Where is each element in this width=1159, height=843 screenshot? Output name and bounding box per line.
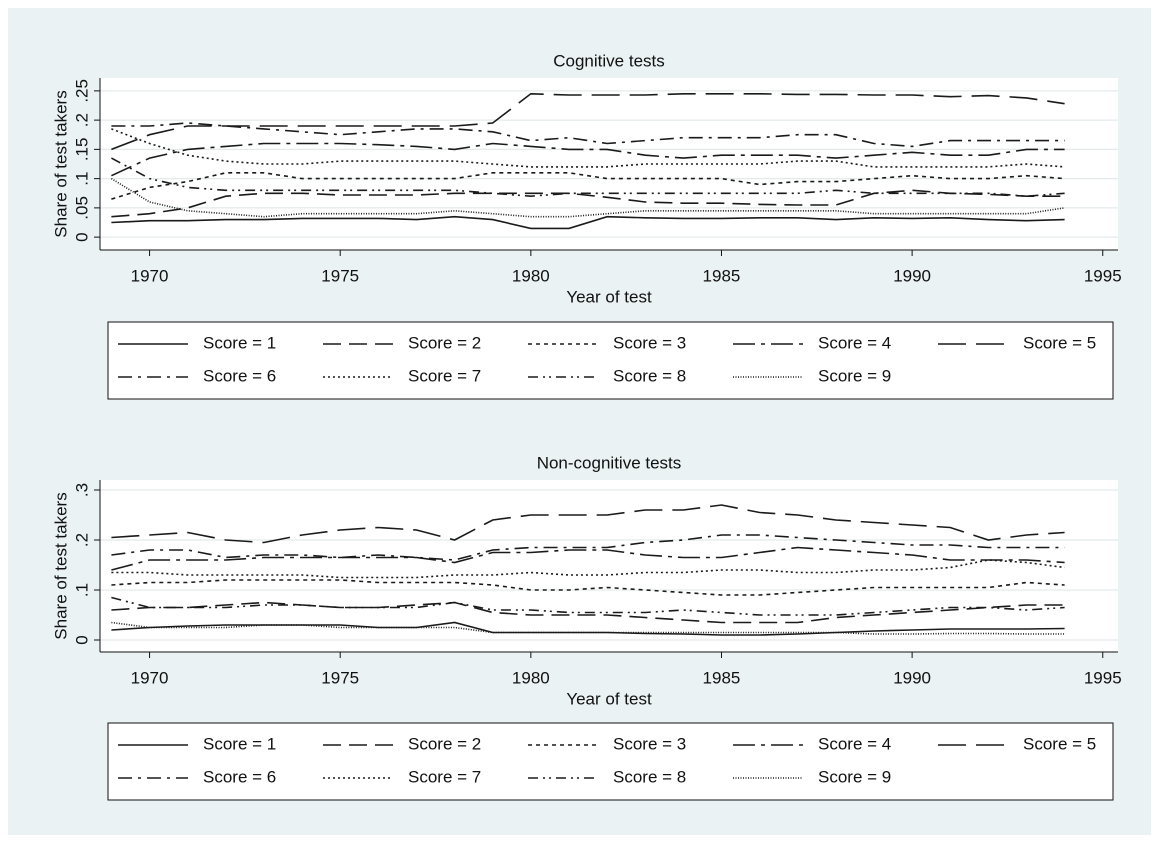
legend-box — [107, 321, 1114, 400]
series-line — [111, 559, 1065, 579]
plot-area — [100, 480, 1118, 652]
series-line — [111, 621, 1065, 636]
legend-label: Score = 5 — [1023, 333, 1096, 352]
y-tick-label: .05 — [72, 196, 91, 220]
legend-label: Score = 5 — [1023, 734, 1096, 753]
series-line — [111, 172, 1065, 200]
y-tick-label: .3 — [72, 483, 91, 497]
y-tick-label: 0 — [72, 635, 91, 644]
x-tick-label: 1990 — [893, 266, 931, 285]
series-line — [110, 177, 1065, 218]
y-tick-label: .1 — [72, 172, 91, 186]
legend-label: Score = 1 — [203, 333, 276, 352]
legend-label: Score = 2 — [408, 333, 481, 352]
x-tick-label: 1975 — [321, 668, 359, 687]
series-line — [111, 157, 1065, 198]
y-tick-label: .15 — [72, 138, 91, 162]
legend-box — [107, 722, 1114, 801]
legend-label: Score = 4 — [818, 734, 891, 753]
legend-label: Score = 7 — [408, 767, 481, 786]
x-axis-title: Year of test — [566, 287, 652, 306]
legend-label: Score = 8 — [613, 366, 686, 385]
y-axis-title: Share of test takers — [51, 90, 70, 237]
y-tick-label: 0 — [72, 232, 91, 241]
x-tick-label: 1975 — [321, 266, 359, 285]
legend-label: Score = 9 — [818, 366, 891, 385]
series-line — [111, 92, 1065, 151]
chart-title: Cognitive tests — [553, 51, 665, 70]
series-line — [111, 142, 1065, 177]
x-axis-title: Year of test — [566, 689, 652, 708]
x-tick-label: 1985 — [703, 266, 741, 285]
series-line — [111, 601, 1065, 624]
y-tick-label: .2 — [72, 533, 91, 547]
series-line — [111, 215, 1065, 230]
x-tick-label: 1980 — [512, 266, 550, 285]
y-axis-title: Share of test takers — [51, 492, 70, 639]
legend-label: Score = 6 — [203, 767, 276, 786]
x-tick-label: 1995 — [1084, 668, 1122, 687]
x-tick-label: 1970 — [131, 266, 169, 285]
series-line — [111, 596, 1065, 616]
legend-label: Score = 4 — [818, 333, 891, 352]
x-tick-label: 1980 — [512, 668, 550, 687]
y-tick-label: .1 — [72, 583, 91, 597]
chart-title: Non-cognitive tests — [537, 453, 682, 472]
y-tick-label: .2 — [72, 113, 91, 127]
series-line — [111, 546, 1065, 571]
series-line — [111, 621, 1065, 635]
x-tick-label: 1985 — [703, 668, 741, 687]
legend-label: Score = 1 — [203, 734, 276, 753]
legend-label: Score = 6 — [203, 366, 276, 385]
x-tick-label: 1970 — [131, 668, 169, 687]
legend-label: Score = 2 — [408, 734, 481, 753]
legend-label: Score = 3 — [613, 734, 686, 753]
x-tick-label: 1990 — [893, 668, 931, 687]
plot-area — [100, 78, 1118, 250]
legend-label: Score = 7 — [408, 366, 481, 385]
y-tick-label: .25 — [72, 79, 91, 103]
series-line — [111, 128, 1065, 168]
series-line — [111, 189, 1065, 218]
legend-label: Score = 3 — [613, 333, 686, 352]
x-tick-label: 1995 — [1084, 266, 1122, 285]
series-line — [111, 579, 1065, 596]
series-line — [111, 504, 1065, 544]
legend-label: Score = 9 — [818, 767, 891, 786]
legend-label: Score = 8 — [613, 767, 686, 786]
